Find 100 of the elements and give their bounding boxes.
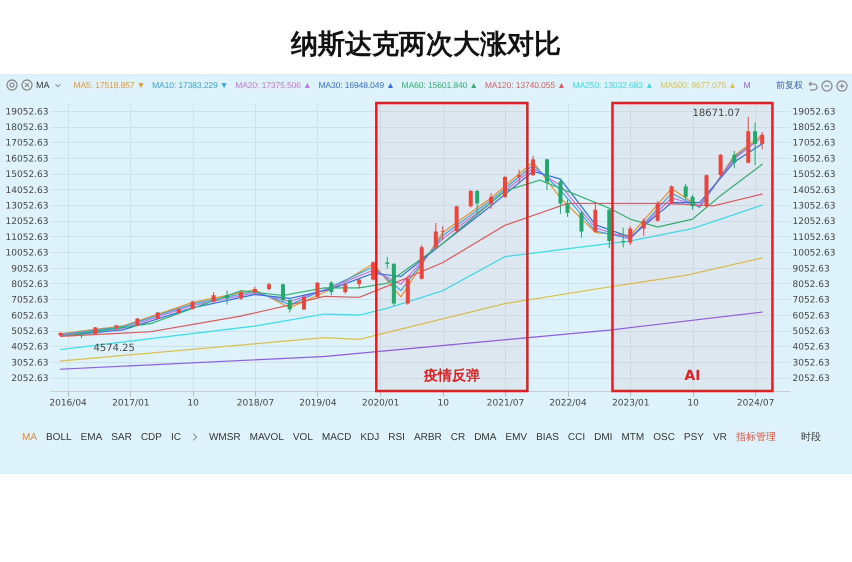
- text: BOLL: [46, 432, 72, 442]
- text: RSI: [388, 432, 405, 442]
- x-tick-label: 10: [687, 398, 700, 408]
- band-label: AI: [684, 368, 700, 384]
- candlestick: [503, 175, 507, 198]
- y-tick-label: 12052.63: [6, 217, 48, 228]
- y2-tick-label: 18052.63: [792, 123, 836, 133]
- y2-tick-label: 15052.63: [792, 170, 836, 180]
- candlestick: [531, 155, 536, 176]
- text: MA10: 17383.229 ▼: [152, 80, 228, 90]
- x-tick-label: 2016/04: [49, 398, 88, 408]
- y2-tick-label: 19052.63: [792, 107, 836, 118]
- y-tick-label: 16052.63: [6, 154, 48, 164]
- line-series: [60, 193, 763, 337]
- text: MA30: 16948.049 ▲: [318, 80, 395, 90]
- text: BIAS: [536, 432, 559, 442]
- candlestick: [753, 122, 758, 166]
- y2-tick-label: 13052.63: [792, 201, 836, 212]
- text: KDJ: [360, 432, 380, 442]
- text: VOL: [292, 432, 313, 442]
- text: MTM: [621, 432, 644, 442]
- candlestick: [468, 190, 473, 208]
- x-tick-label: 2017/01: [112, 398, 150, 408]
- text: CR: [450, 432, 466, 442]
- candlestick: [628, 226, 632, 246]
- candlestick: [684, 183, 688, 200]
- text: M: [744, 80, 751, 90]
- text: CCI: [568, 432, 586, 442]
- band-label: 疫情反弹: [422, 367, 480, 384]
- y2-tick-label: 4052.63: [792, 342, 830, 353]
- text: CDP: [140, 432, 162, 442]
- y2-tick-label: 17052.63: [792, 138, 836, 149]
- y-tick-label: 5052.63: [11, 327, 48, 338]
- text: ARBR: [414, 432, 442, 442]
- candlestick: [343, 282, 348, 294]
- y-tick-label: 6052.63: [11, 311, 48, 322]
- candlestick: [732, 150, 736, 169]
- text: MA250: 13032.683 ▲: [572, 80, 654, 90]
- y-tick-label: 18052.63: [6, 123, 48, 133]
- y-tick-label: 10052.63: [6, 248, 48, 259]
- candlestick: [225, 290, 230, 306]
- text: VR: [712, 432, 727, 442]
- y-tick-label: 14052.63: [6, 186, 48, 196]
- y2-tick-label: 12052.63: [792, 217, 836, 228]
- text: MA120: 13740.055 ▲: [484, 80, 566, 90]
- text: MACD: [322, 432, 352, 442]
- candlestick: [315, 281, 320, 298]
- candlestick: [558, 178, 562, 214]
- text: MA60: 15601.840 ▲: [402, 80, 478, 90]
- text: OSC: [653, 432, 675, 442]
- candlestick: [280, 282, 285, 302]
- line-series: [60, 257, 763, 362]
- y2-tick-label: 9052.63: [792, 264, 830, 274]
- text: MA: [36, 80, 50, 90]
- candlestick: [517, 169, 522, 183]
- candlestick: [718, 154, 723, 176]
- text: EMV: [505, 432, 528, 442]
- text: IC: [170, 432, 181, 442]
- x-tick-label: 2023/01: [612, 398, 650, 408]
- y-tick-label: 2052.63: [11, 374, 48, 384]
- y-tick-label: 17052.63: [6, 138, 48, 149]
- y2-tick-label: 16052.63: [792, 154, 836, 164]
- x-tick-label: 10: [437, 398, 450, 408]
- x-tick-label: 2020/01: [362, 398, 400, 408]
- x-tick-label: 10: [187, 398, 200, 408]
- candlestick: [385, 256, 390, 270]
- text: 时段: [800, 430, 821, 444]
- text: SAR: [111, 432, 132, 442]
- candlestick: [760, 132, 764, 150]
- text: MA5: 17518.857 ▼: [74, 80, 146, 90]
- y-tick-label: 15052.63: [6, 170, 48, 180]
- y-tick-label: 11052.63: [6, 232, 48, 243]
- candlestick: [371, 261, 376, 281]
- y-tick-label: 7052.63: [11, 296, 48, 306]
- candlestick: [288, 298, 292, 314]
- candlestick: [238, 290, 243, 300]
- y2-tick-label: 10052.63: [792, 248, 836, 259]
- text: 指标管理: [736, 430, 776, 444]
- candlestick: [357, 278, 362, 289]
- text: PSY: [684, 432, 704, 442]
- y-tick-label: 8052.63: [11, 280, 48, 290]
- y2-tick-label: 6052.63: [792, 311, 830, 322]
- annotation: 18671.07: [692, 108, 740, 119]
- candlestick: [475, 190, 480, 214]
- y-tick-label: 13052.63: [6, 201, 48, 212]
- candlestick: [302, 294, 306, 311]
- candlestick: [566, 199, 570, 218]
- text: MA500: 9677.075 ▲: [660, 80, 737, 90]
- text: WMSR: [208, 432, 241, 442]
- candlestick: [670, 184, 674, 205]
- y2-tick-label: 11052.63: [792, 232, 836, 243]
- y-tick-label: 19052.63: [6, 107, 48, 118]
- candlestick: [579, 210, 584, 238]
- text: 前复权: [776, 79, 803, 92]
- y2-tick-label: 5052.63: [792, 327, 830, 338]
- candlestick: [621, 227, 626, 248]
- y-tick-label: 3052.63: [11, 358, 48, 368]
- annotation: 4574.25: [93, 343, 135, 354]
- x-tick-label: 2019/04: [299, 398, 337, 408]
- x-tick-label: 2021/07: [486, 398, 524, 408]
